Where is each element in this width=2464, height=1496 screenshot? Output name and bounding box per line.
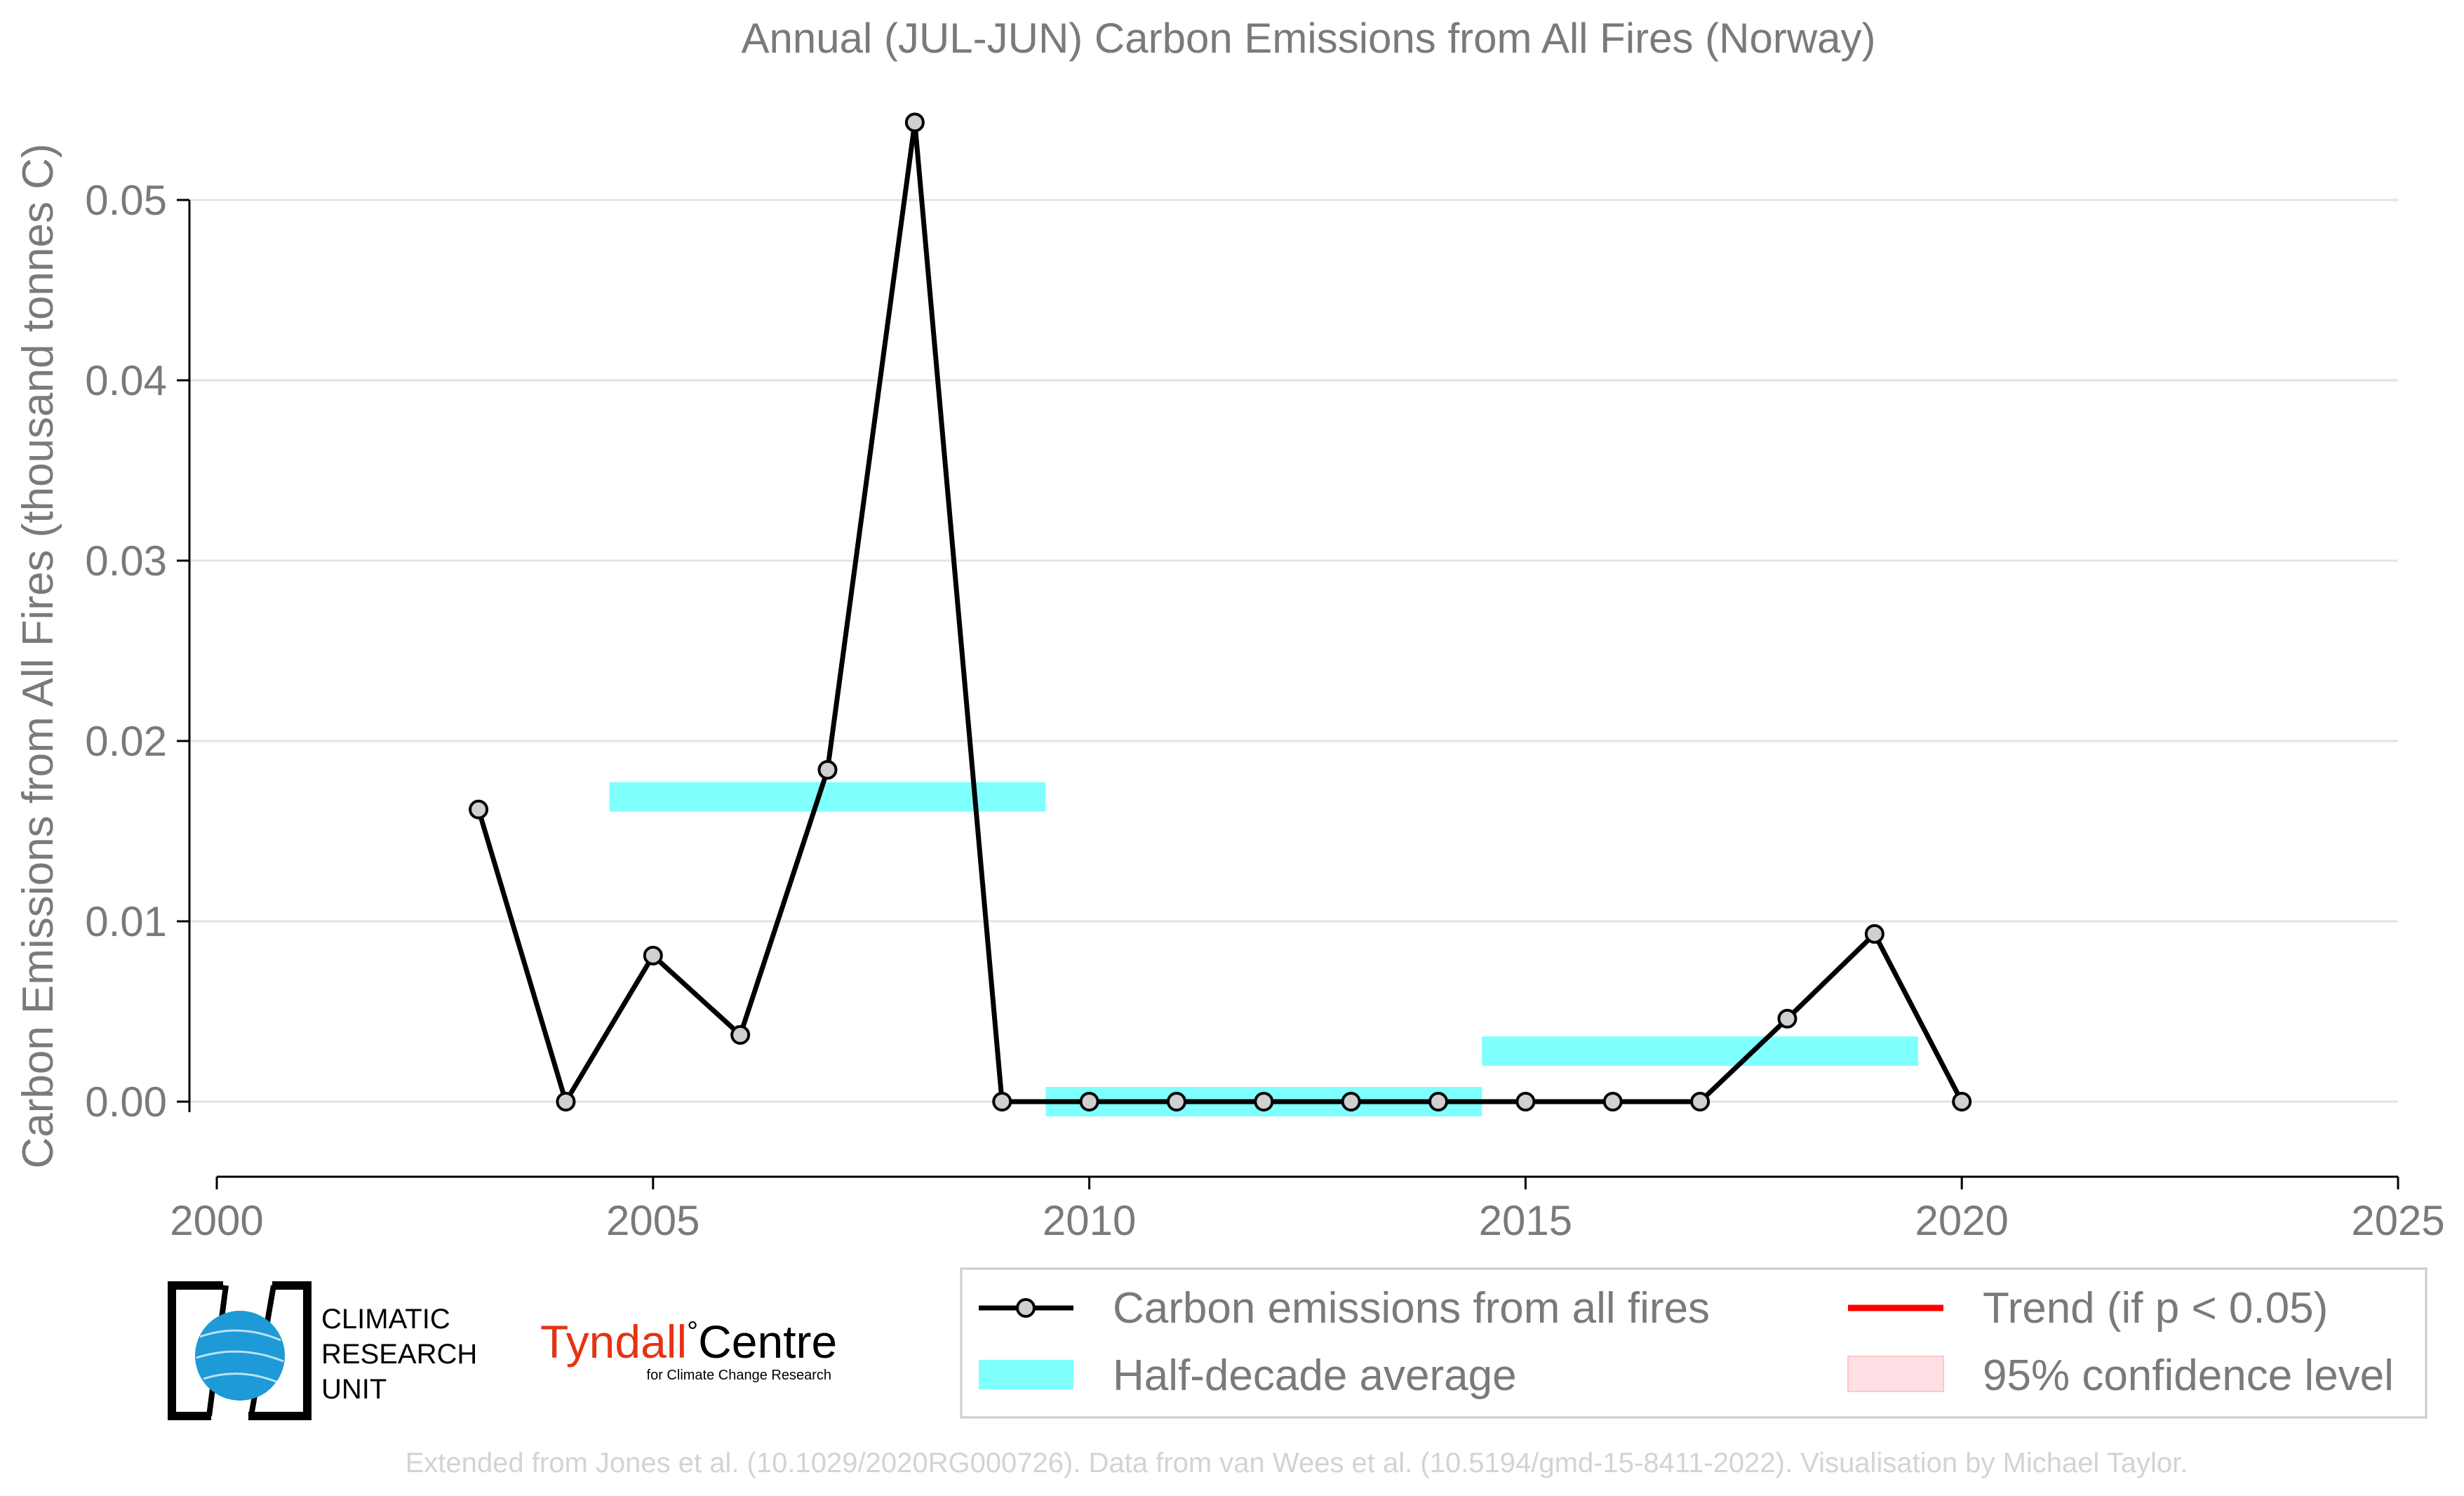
- legend-box: [960, 1267, 2428, 1419]
- x-tick-label-1: 2005: [606, 1197, 699, 1244]
- globe-line-1: [199, 1329, 281, 1342]
- globe-icon: [195, 1311, 285, 1401]
- legend-label-half-decade: Half-decade average: [1113, 1351, 1517, 1400]
- y-tick-label-5: 0.05: [85, 177, 167, 224]
- y-axis-label: Carbon Emissions from All Fires (thousan…: [14, 143, 62, 1168]
- y-tick-label-0: 0.00: [85, 1078, 167, 1126]
- data-point-2015: [1515, 1092, 1536, 1111]
- data-point-2019: [1864, 923, 1884, 944]
- cru-logo-left-bracket: [168, 1281, 223, 1420]
- data-point-2007: [817, 760, 838, 780]
- tyndall-logo-subtitle: for Climate Change Research: [647, 1368, 831, 1383]
- chart-title: Annual (JUL-JUN) Carbon Emissions from A…: [741, 15, 1875, 62]
- tyndall-logo: Tyndall°Centre for Climate Change Resear…: [540, 1316, 837, 1383]
- data-point-2013: [1341, 1092, 1361, 1111]
- data-point-2005: [643, 945, 663, 966]
- y-tick-label-2: 0.02: [85, 718, 167, 765]
- x-tick-label-3: 2015: [1479, 1197, 1572, 1244]
- legend-label-confidence: 95% confidence level: [1983, 1351, 2394, 1400]
- data-point-2017: [1690, 1092, 1710, 1111]
- data-point-2003: [469, 799, 489, 820]
- x-tick-label-0: 2000: [170, 1197, 263, 1244]
- gridlines: [189, 199, 2398, 1103]
- data-point-2018: [1777, 1008, 1797, 1029]
- half-decade-band-0: [609, 782, 1046, 812]
- y-tick-label-4: 0.04: [85, 357, 167, 404]
- globe-line-2: [196, 1350, 284, 1363]
- series-line: [476, 120, 1964, 1104]
- emissions-series: [469, 112, 1972, 1111]
- cru-logo-line-3: UNIT: [321, 1374, 387, 1405]
- cru-logo-line-2: RESEARCH: [321, 1339, 477, 1370]
- x-tick-label-5: 2025: [2351, 1197, 2444, 1244]
- y-tick-label-1: 0.01: [85, 898, 167, 945]
- data-point-2004: [556, 1092, 576, 1111]
- x-tick-label-4: 2020: [1915, 1197, 2008, 1244]
- cru-logo-line-1: CLIMATIC: [321, 1304, 450, 1335]
- y-axis-ticks: 0.00 0.01 0.02 0.03 0.04 0.05: [85, 177, 189, 1126]
- data-point-2014: [1428, 1092, 1449, 1111]
- data-point-2006: [730, 1024, 751, 1045]
- data-point-2009: [992, 1092, 1012, 1111]
- data-point-2020: [1952, 1092, 1972, 1111]
- legend: Carbon emissions from all fires Half-dec…: [960, 1267, 2428, 1419]
- data-point-2012: [1254, 1092, 1274, 1111]
- cru-logo-right-bracket: [248, 1281, 312, 1420]
- half-decade-band-2: [1482, 1036, 1919, 1067]
- tyndall-logo-text: Tyndall°Centre: [540, 1316, 837, 1368]
- legend-band-swatch: [979, 1360, 1073, 1389]
- legend-series-marker-swatch: [1016, 1298, 1036, 1318]
- data-point-2008: [904, 112, 925, 133]
- data-point-2016: [1602, 1092, 1623, 1111]
- globe-line-3: [203, 1373, 279, 1384]
- y-tick-label-3: 0.03: [85, 537, 167, 585]
- legend-label-series: Carbon emissions from all fires: [1113, 1284, 1710, 1333]
- legend-confidence-swatch: [1847, 1356, 1944, 1392]
- x-axis-ticks: 2000 2005 2010 2015 2020 2025: [170, 1177, 2445, 1244]
- credit-text: Extended from Jones et al. (10.1029/2020…: [406, 1448, 2188, 1478]
- data-point-2011: [1166, 1092, 1186, 1111]
- x-tick-label-2: 2010: [1043, 1197, 1136, 1244]
- cru-logo: CLIMATIC RESEARCH UNIT: [168, 1281, 477, 1420]
- data-point-2010: [1079, 1092, 1099, 1111]
- legend-label-trend: Trend (if p < 0.05): [1983, 1284, 2328, 1333]
